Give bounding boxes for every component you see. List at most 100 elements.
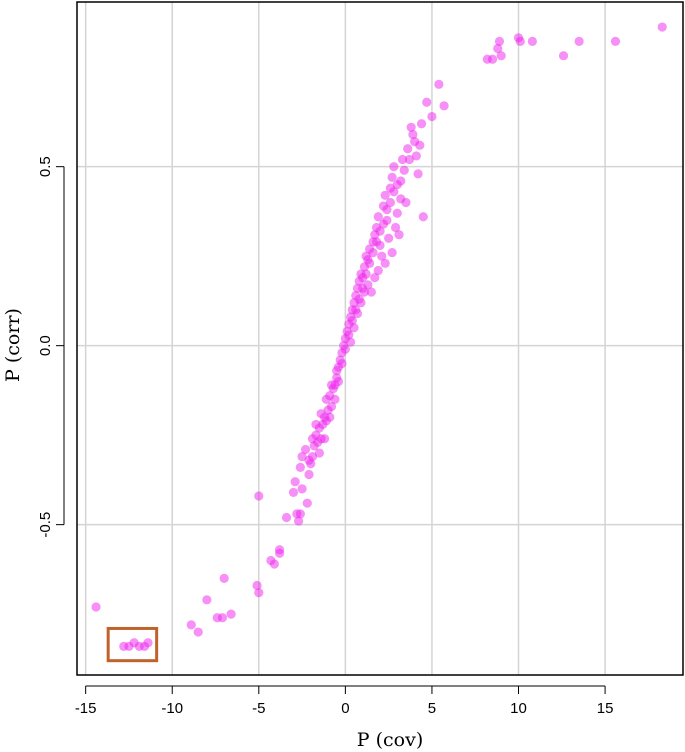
- x-tick-label: -15: [75, 700, 97, 717]
- data-point: [295, 509, 305, 519]
- data-point: [397, 154, 408, 165]
- data-point: [226, 609, 236, 619]
- data-point: [274, 545, 285, 555]
- data-point: [254, 491, 264, 501]
- data-point: [332, 366, 342, 376]
- x-axis-title: P (cov): [357, 729, 423, 751]
- data-point: [252, 580, 262, 591]
- data-point: [314, 448, 324, 458]
- x-tick-label: 0: [341, 700, 349, 717]
- data-point: [254, 588, 264, 598]
- data-point: [387, 172, 397, 183]
- data-point: [487, 54, 498, 64]
- data-point: [193, 627, 203, 637]
- data-point: [370, 273, 380, 283]
- highlight-box: [106, 626, 159, 663]
- data-point: [373, 212, 383, 222]
- data-point: [373, 265, 383, 276]
- data-point: [363, 280, 373, 290]
- data-point: [297, 484, 307, 494]
- data-point: [413, 169, 423, 179]
- data-point: [416, 119, 427, 129]
- data-point: [349, 323, 359, 333]
- data-point: [387, 247, 397, 258]
- y-tick-label: 0.0: [37, 335, 54, 356]
- data-point: [439, 101, 449, 111]
- data-point: [281, 512, 292, 523]
- data-point: [411, 151, 421, 161]
- data-point: [326, 401, 337, 412]
- data-point: [392, 179, 402, 190]
- data-point: [366, 287, 376, 297]
- data-point: [377, 251, 387, 261]
- data-point: [333, 376, 344, 387]
- data-point: [385, 197, 395, 208]
- data-point: [202, 595, 212, 605]
- data-point: [496, 51, 506, 61]
- data-point: [515, 36, 525, 46]
- data-point: [352, 308, 363, 319]
- data-point: [494, 36, 505, 46]
- data-point: [345, 337, 356, 347]
- data-point: [399, 165, 409, 175]
- data-point: [326, 380, 337, 390]
- data-point: [365, 258, 375, 268]
- x-tick-label: 5: [428, 700, 436, 717]
- data-point: [427, 111, 437, 122]
- data-point: [295, 462, 305, 472]
- data-point: [380, 190, 390, 200]
- data-point: [493, 43, 503, 54]
- data-point: [356, 298, 366, 308]
- data-point: [321, 394, 331, 404]
- data-point: [415, 140, 425, 150]
- data-point: [311, 419, 321, 430]
- data-points: [91, 22, 667, 651]
- data-point: [300, 444, 311, 455]
- data-point: [375, 226, 385, 236]
- data-point: [307, 434, 318, 444]
- data-point: [389, 162, 399, 172]
- data-point: [316, 409, 326, 419]
- data-point: [143, 638, 153, 648]
- data-point: [527, 36, 537, 46]
- data-point: [186, 620, 196, 630]
- data-point: [290, 477, 300, 487]
- data-point: [390, 222, 401, 233]
- data-point: [359, 287, 370, 297]
- data-point: [394, 230, 404, 240]
- data-point: [434, 79, 444, 89]
- data-point: [368, 247, 378, 258]
- x-tick-label: 15: [597, 700, 614, 717]
- y-axis-title: P (corr): [2, 308, 24, 382]
- data-point: [304, 469, 314, 480]
- data-point: [384, 233, 394, 243]
- data-point: [330, 394, 340, 404]
- x-axis-ticks: -15 -10 -5 0 5 10 15: [75, 685, 614, 717]
- data-point: [380, 258, 390, 268]
- data-point: [340, 344, 350, 354]
- data-point: [302, 498, 312, 508]
- x-tick-label: -5: [252, 700, 265, 717]
- data-point: [217, 613, 228, 623]
- data-point: [337, 358, 347, 369]
- data-point: [396, 194, 406, 204]
- x-tick-label: 10: [510, 700, 527, 717]
- x-tick-label: -10: [161, 700, 183, 717]
- data-point: [319, 434, 330, 444]
- data-point: [294, 516, 304, 526]
- y-tick-label: 0.5: [37, 156, 54, 177]
- data-point: [558, 51, 569, 61]
- data-point: [403, 144, 413, 154]
- data-point: [219, 573, 229, 583]
- data-point: [574, 36, 584, 46]
- data-point: [422, 97, 432, 107]
- data-point: [347, 316, 357, 326]
- data-point: [91, 602, 101, 612]
- data-point: [408, 129, 418, 140]
- data-point: [418, 212, 428, 222]
- data-point: [404, 154, 415, 165]
- data-point: [406, 122, 416, 132]
- plot-frame: [76, 1, 684, 676]
- data-point: [269, 559, 279, 569]
